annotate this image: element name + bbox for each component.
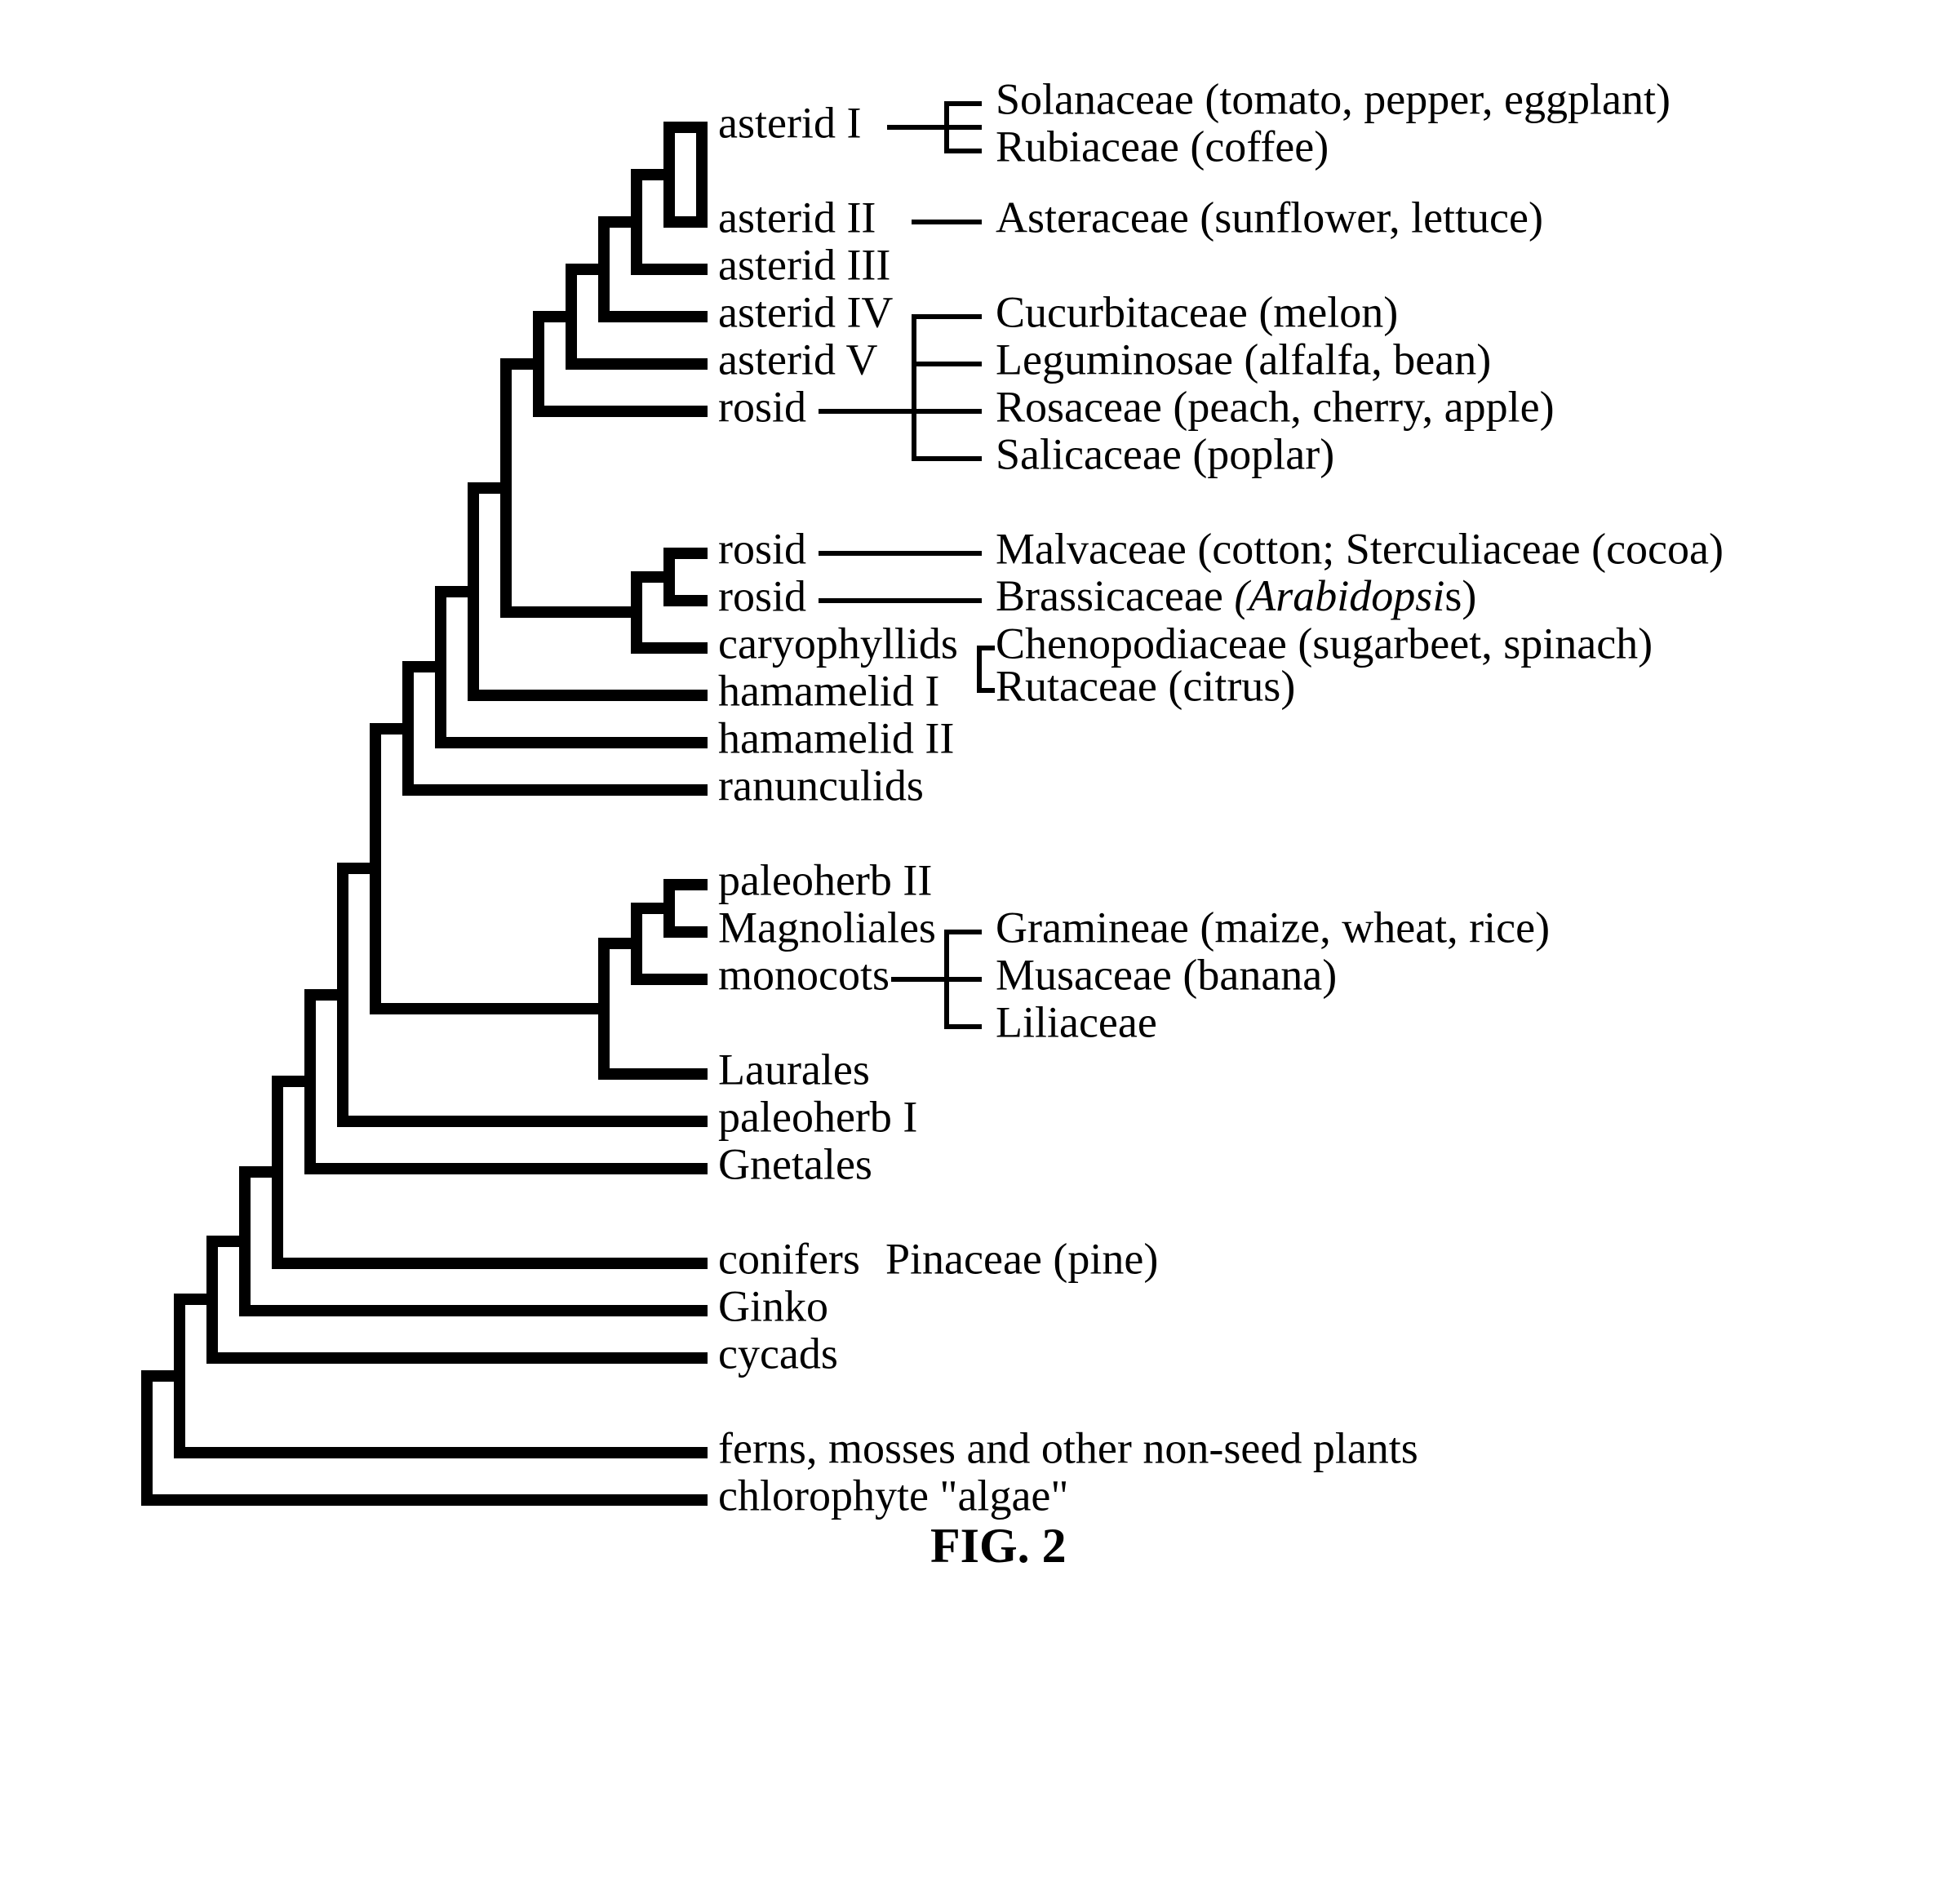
clade-magnoliales: Magnoliales [718,903,936,952]
detail-rosid_a-1: Salicaceae (poplar) [996,429,1334,478]
clade-asterid4: asterid IV [718,287,893,336]
detail-monocots-0: Musaceae (banana) [996,950,1337,999]
detail-asterid1-0.5: Rubiaceae (coffee) [996,122,1329,171]
detail-chlorophyte-0: chlorophyte "algae" [718,1471,1068,1520]
figure-label: FIG. 2 [930,1519,1067,1573]
detail-caryo-0: Chenopodiaceae (sugarbeet, spinach) [996,619,1653,668]
detail-monocots--1: Gramineae (maize, wheat, rice) [996,903,1550,952]
detail-asterid2-0: Asteraceae (sunflower, lettuce) [996,193,1543,242]
clade-asterid2: asterid II [718,193,876,242]
clade-ginko: Ginko [718,1281,828,1330]
phylogenetic-tree-svg: asterid I asterid IIasterid IIIasterid IV… [0,0,1939,1904]
clade-asterid5: asterid V [718,335,877,384]
clade-rosid_c: rosid [718,571,806,620]
detail-caryo-0.9: Rutaceae (citrus) [996,662,1295,711]
clade-paleoherb2: paleoherb II [718,855,932,904]
clade-caryo: caryophyllids [718,619,958,668]
clade-cycads: cycads [718,1329,838,1378]
detail-rosid_a--2: Cucurbitaceae (melon) [996,287,1398,336]
clade-hamamelid2: hamamelid II [718,713,954,762]
clade-rosid_b: rosid [718,524,806,573]
clade-paleoherb1: paleoherb I [718,1092,917,1141]
clade-conifers: conifers [718,1234,860,1283]
detail-rosid_c-0: Brassicaceae (Arabidopsis) [996,571,1476,620]
clade-asterid1: asterid I [718,98,861,147]
detail-rosid_a--1: Leguminosae (alfalfa, bean) [996,335,1491,384]
clade-hamamelid1: hamamelid I [718,666,939,715]
detail-conifers-0: Pinaceae (pine) [885,1234,1158,1283]
clade-monocots: monocots [718,950,890,999]
clade-asterid3: asterid III [718,240,890,289]
clade-ranunculids: ranunculids [718,761,924,810]
detail-ferns-0: ferns, mosses and other non-seed plants [718,1423,1418,1472]
clade-laurales: Laurales [718,1045,870,1094]
detail-rosid_a-0: Rosaceae (peach, cherry, apple) [996,382,1555,431]
detail-asterid1--0.5: Solanaceae (tomato, pepper, eggplant) [996,74,1671,123]
figure-stage: asterid I asterid IIasterid IIIasterid IV… [0,0,1939,1904]
clade-rosid_a: rosid [718,382,806,431]
detail-rosid_b-0: Malvaceae (cotton; Sterculiaceae (cocoa) [996,524,1724,573]
detail-monocots-1: Liliaceae [996,997,1157,1046]
clade-gnetales: Gnetales [718,1139,872,1188]
